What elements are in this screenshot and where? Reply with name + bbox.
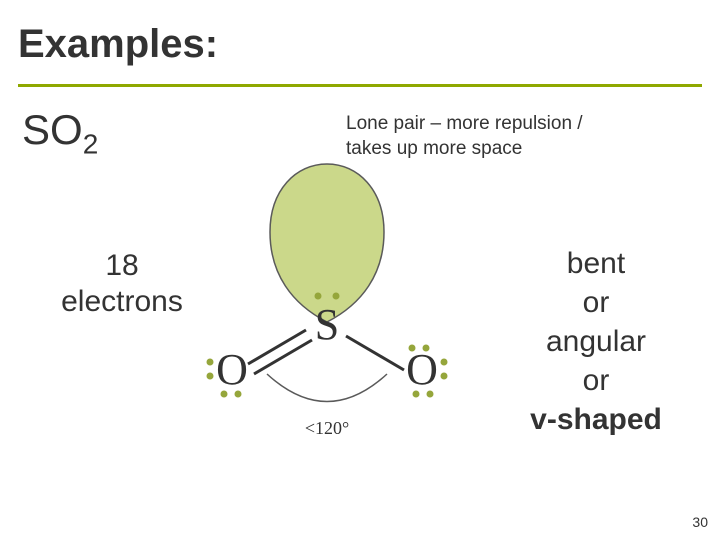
angle-arc — [267, 374, 387, 402]
molecule-diagram: S O O <120° — [172, 154, 482, 464]
title-underline — [18, 84, 702, 87]
electron-dot — [315, 293, 322, 300]
electron-dot — [441, 373, 448, 380]
formula-main: SO — [22, 106, 83, 153]
atom-center-label: S — [315, 300, 339, 349]
shape-line: or — [583, 286, 610, 319]
slide-number: 30 — [692, 514, 708, 530]
electron-label: electrons — [61, 285, 183, 318]
formula-subscript: 2 — [83, 128, 99, 159]
electron-dot — [333, 293, 340, 300]
molecular-formula: SO2 — [22, 106, 98, 160]
shape-line: angular — [546, 325, 646, 358]
electron-dot — [207, 373, 214, 380]
atom-left-label: O — [216, 345, 248, 394]
shape-line-bold: v-shaped — [530, 403, 662, 436]
electron-number: 18 — [105, 249, 138, 282]
angle-label: <120° — [305, 418, 349, 438]
lone-pair-lobe — [270, 164, 384, 322]
electron-dot — [207, 359, 214, 366]
shape-description: bent or angular or v-shaped — [486, 244, 706, 439]
shape-line: bent — [567, 247, 625, 280]
electron-dot — [441, 359, 448, 366]
atom-right-label: O — [406, 345, 438, 394]
slide-title: Examples: — [18, 22, 218, 67]
single-bond-right — [346, 336, 404, 370]
shape-line: or — [583, 364, 610, 397]
